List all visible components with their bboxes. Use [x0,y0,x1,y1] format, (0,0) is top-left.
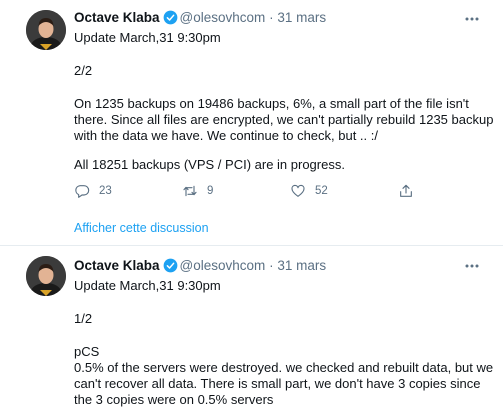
tweet-paragraph: 1/2 [74,311,93,326]
avatar[interactable] [26,10,66,50]
verified-badge-icon [163,10,177,25]
reply-icon [75,185,90,198]
tweet-paragraph: pCS [74,344,100,359]
retweet-button[interactable]: 9 [182,182,213,200]
tweet-header: Octave Klaba @olesovhcom · 31 mars [74,8,326,28]
share-icon [400,184,412,197]
more-options-icon[interactable] [462,259,482,273]
tweet-timestamp[interactable]: 31 mars [277,10,327,25]
reply-count: 23 [99,185,112,197]
more-options-icon[interactable] [462,12,482,26]
share-button[interactable] [398,182,423,200]
verified-badge-icon [163,258,177,273]
tweet-paragraph: On 1235 backups on 19486 backups, 6%, a … [74,96,494,143]
separator: · [269,10,274,25]
tweet-paragraph: 0.5% of the servers were destroyed. we c… [74,360,494,407]
tweet-timestamp[interactable]: 31 mars [277,258,327,273]
tweet-actions: 23 9 52 [74,182,424,200]
tweet-paragraph: Update March,31 9:30pm [74,30,221,45]
avatar-image [26,10,66,50]
tweet[interactable]: Octave Klaba @olesovhcom · 31 mars Update… [0,246,503,413]
divider [0,245,503,246]
heart-icon [291,184,305,197]
tweet[interactable]: Octave Klaba @olesovhcom · 31 mars Update… [0,0,503,245]
tweet-paragraph: 2/2 [74,63,93,78]
author-name[interactable]: Octave Klaba [74,258,160,273]
avatar[interactable] [26,256,66,296]
like-button[interactable]: 52 [290,182,328,200]
author-handle[interactable]: @olesovhcom [179,10,266,25]
author-name[interactable]: Octave Klaba [74,10,160,25]
author-handle[interactable]: @olesovhcom [179,258,266,273]
like-count: 52 [315,185,328,197]
tweet-header: Octave Klaba @olesovhcom · 31 mars [74,256,326,276]
avatar-image [26,256,66,296]
tweet-paragraph: All 18251 backups (VPS / PCI) are in pro… [74,157,345,172]
retweet-count: 9 [207,185,214,197]
separator: · [269,258,274,273]
tweet-paragraph: Update March,31 9:30pm [74,278,221,293]
reply-button[interactable]: 23 [74,182,112,200]
show-thread-link[interactable]: Afficher cette discussion [74,221,209,235]
retweet-icon [183,185,197,197]
